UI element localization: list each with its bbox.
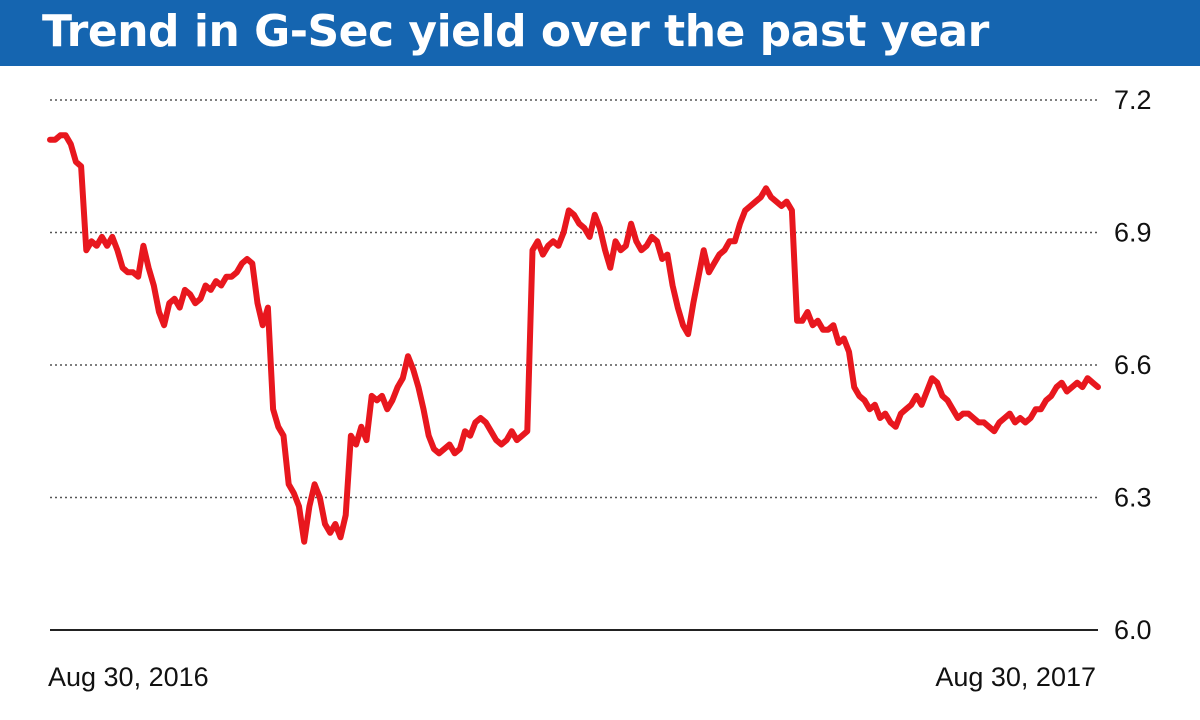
y-tick-label: 6.9 [1114,218,1152,248]
x-tick-label: Aug 30, 2017 [935,662,1096,692]
chart-title: Trend in G-Sec yield over the past year [42,6,989,57]
x-tick-label: Aug 30, 2016 [48,662,209,692]
y-tick-label: 6.0 [1114,615,1152,645]
line-chart: 6.0 6.3 6.6 6.9 7.2 Aug 30, 2016 Aug 30, 2017 [47,85,1152,692]
y-tick-label: 6.3 [1114,483,1152,513]
title-bar: Trend in G-Sec yield over the past year [0,0,1200,66]
yield-series-line [47,132,1101,545]
y-tick-label: 6.6 [1114,350,1152,380]
y-tick-label: 7.2 [1114,85,1152,115]
